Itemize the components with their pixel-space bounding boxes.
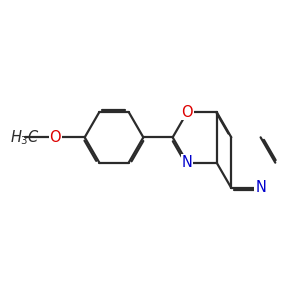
Text: O: O [50, 130, 61, 145]
Text: $H_3C$: $H_3C$ [10, 128, 40, 147]
Text: O: O [182, 104, 193, 119]
Text: N: N [255, 181, 266, 196]
Text: N: N [182, 155, 193, 170]
